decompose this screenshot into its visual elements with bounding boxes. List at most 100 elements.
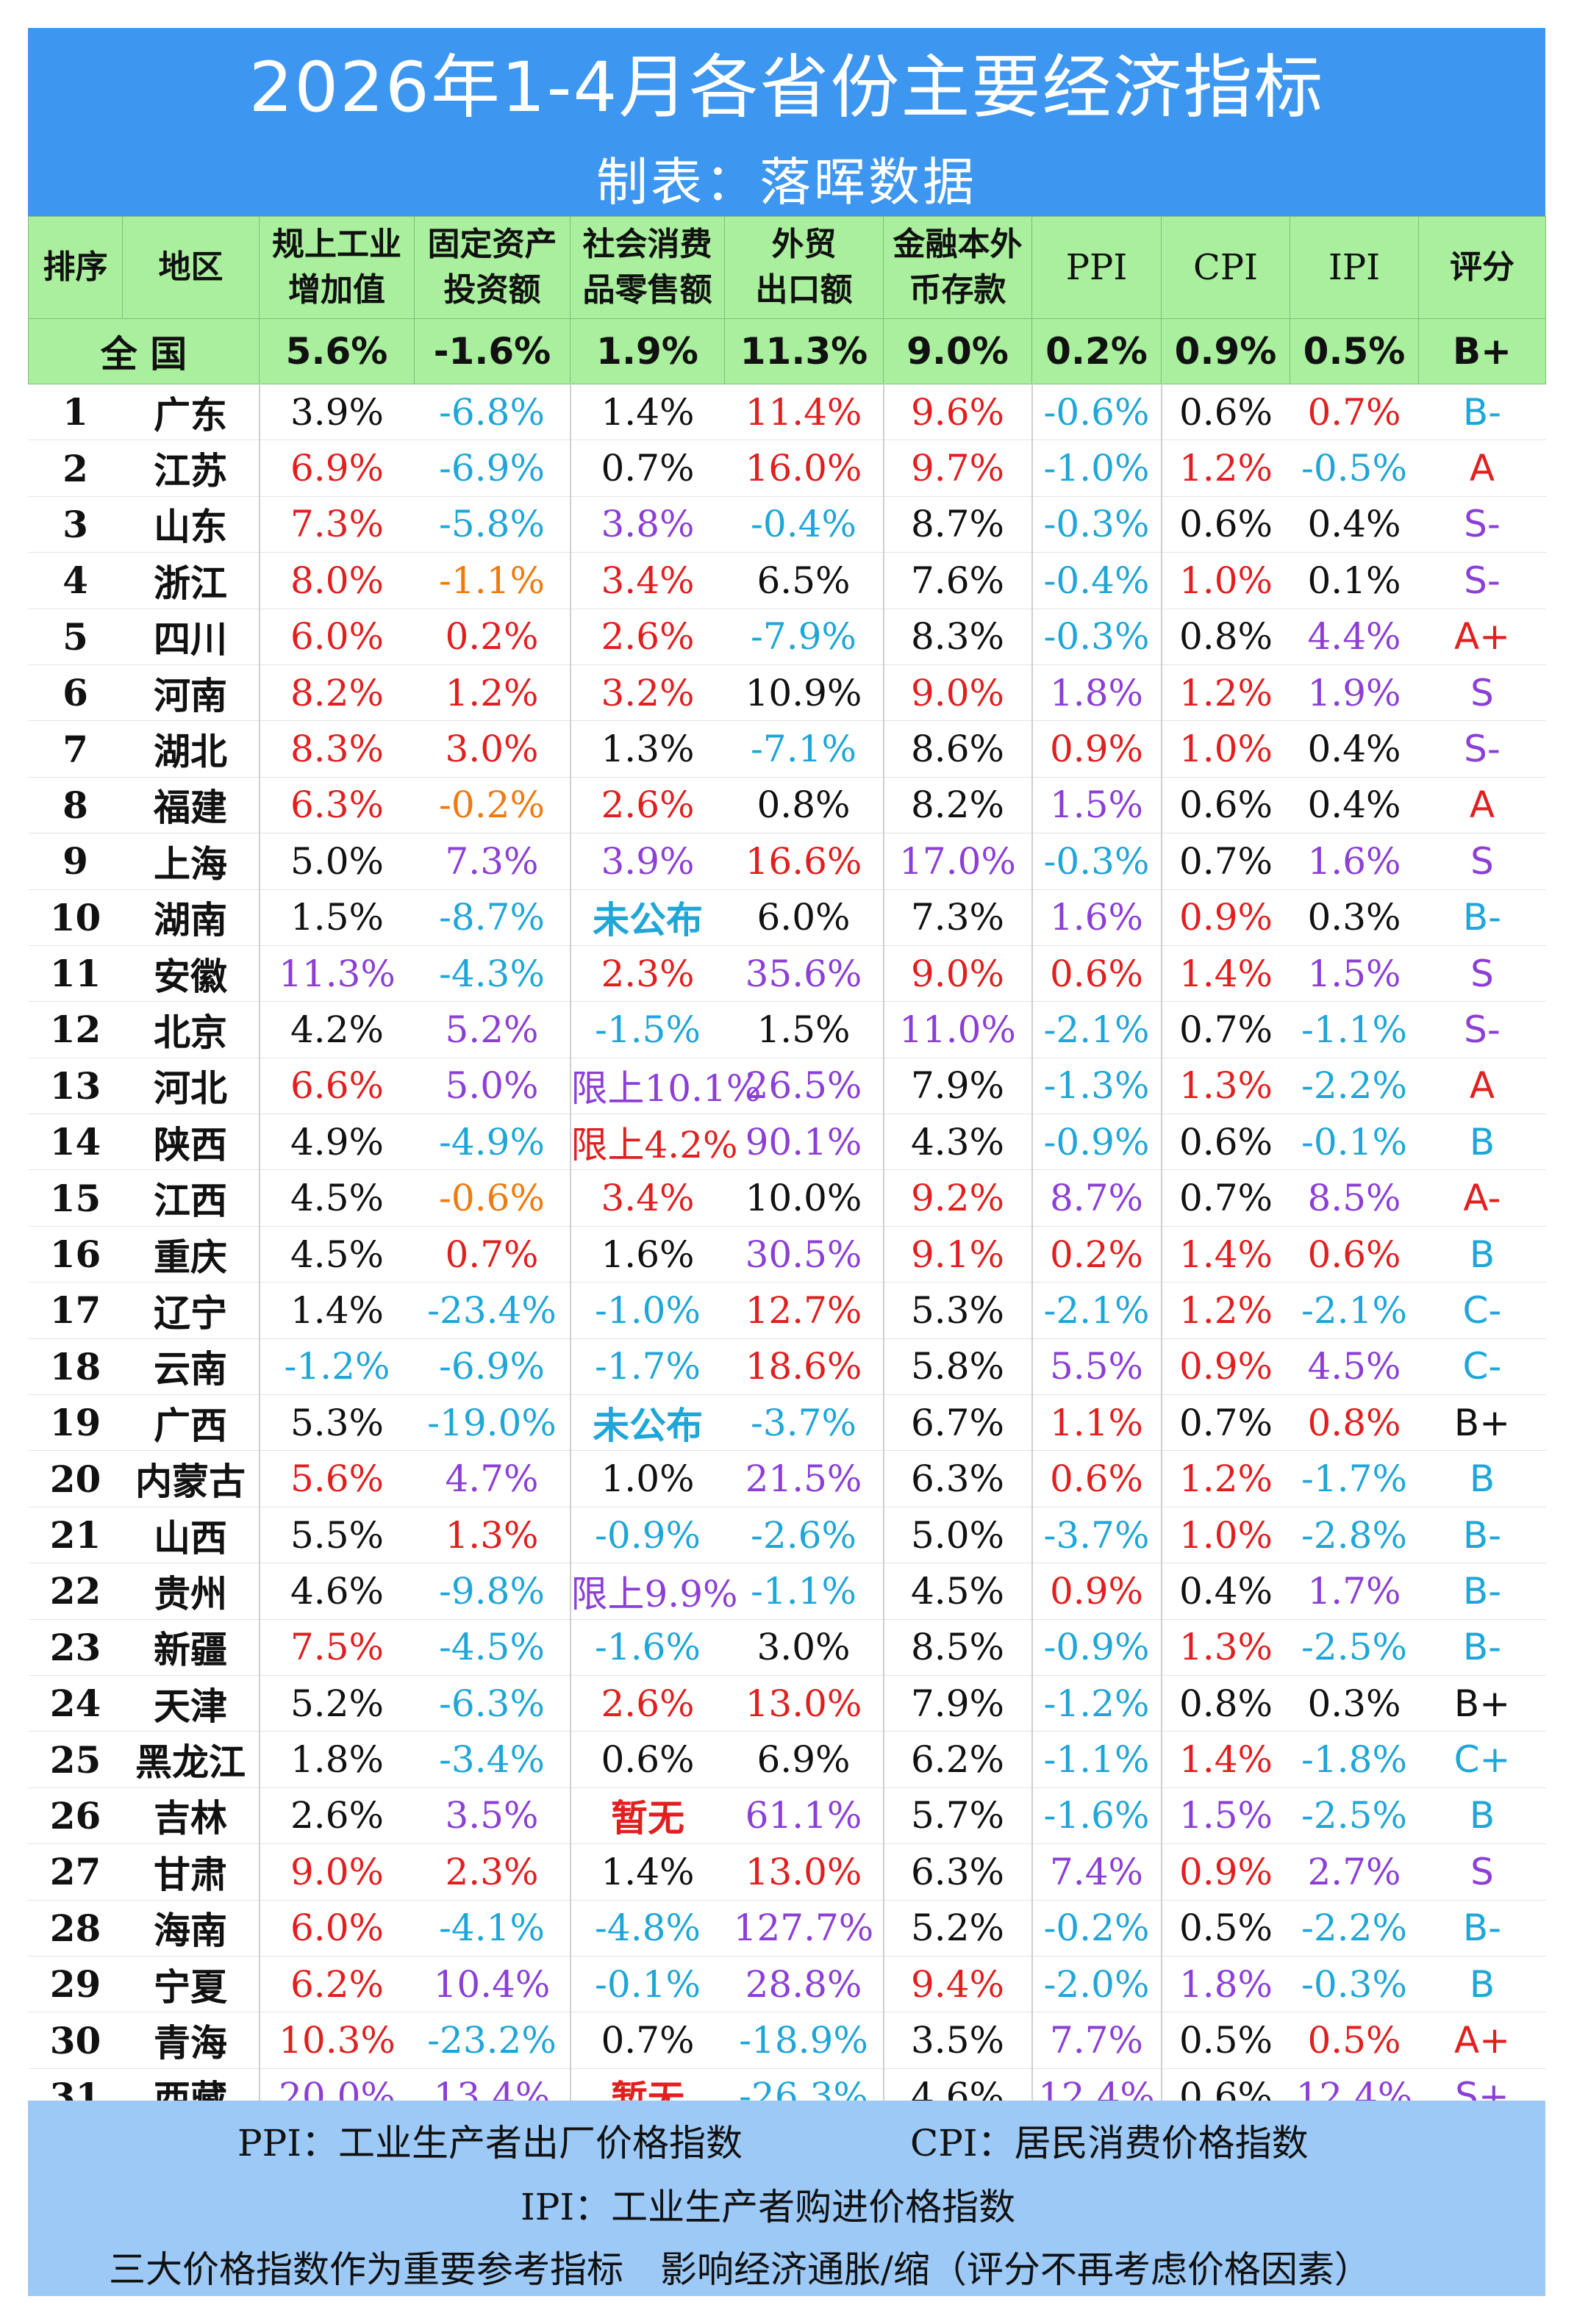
rank-cell: 25 bbox=[28, 1731, 123, 1788]
value-cell: -0.3% bbox=[1290, 1956, 1419, 2013]
value-cell: 0.7% bbox=[414, 1226, 571, 1283]
value-cell: -3.4% bbox=[414, 1731, 571, 1788]
column-header-line: CPI bbox=[1193, 247, 1258, 288]
value-cell: -1.2% bbox=[258, 1338, 415, 1396]
value-cell: 0.8% bbox=[1160, 609, 1290, 665]
value-cell: 1.3% bbox=[1160, 1619, 1290, 1676]
national-row: 全 国 5.6% -1.6% 1.9% 11.3% 9.0% 0.2% 0.9% 0.5% B+ bbox=[28, 318, 1546, 384]
value-cell: 0.9% bbox=[1160, 1843, 1290, 1901]
column-header-line: 品零售额 bbox=[582, 271, 712, 309]
value-cell: 1.5% bbox=[1160, 1787, 1290, 1845]
value-cell: 限上9.9% bbox=[569, 1563, 738, 1620]
value-cell: -6.3% bbox=[414, 1675, 571, 1732]
grade-cell: A+ bbox=[1418, 609, 1546, 665]
value-cell: 0.7% bbox=[569, 440, 725, 497]
rank-cell: 7 bbox=[28, 720, 123, 778]
value-cell: 0.7% bbox=[1160, 1169, 1290, 1227]
region-cell: 宁夏 bbox=[122, 1956, 260, 2013]
table-row: 7 湖北 8.3% 3.0% 1.3% -7.1% 8.6% 0.9% 1.0% 0.4% S- bbox=[28, 720, 1546, 778]
value-cell: 1.4% bbox=[569, 1843, 725, 1901]
column-header-line: 币存款 bbox=[909, 271, 1006, 309]
grade-cell: B bbox=[1418, 1113, 1546, 1171]
value-cell: -2.5% bbox=[1290, 1787, 1419, 1845]
value-cell: 8.6% bbox=[882, 720, 1032, 778]
value-cell: 1.8% bbox=[258, 1731, 415, 1788]
page-title: 2026年1-4月各省份主要经济指标 bbox=[248, 48, 1325, 128]
value-cell: -0.3% bbox=[1031, 496, 1162, 553]
national-cell: 9.0% bbox=[883, 318, 1032, 384]
value-cell: 0.5% bbox=[1160, 1900, 1290, 1957]
value-cell: -1.1% bbox=[1290, 1001, 1419, 1058]
value-cell: 5.5% bbox=[258, 1507, 415, 1564]
value-cell: -0.3% bbox=[1031, 833, 1162, 890]
rank-cell: 26 bbox=[28, 1787, 123, 1845]
table-row: 4 浙江 8.0% -1.1% 3.4% 6.5% 7.6% -0.4% 1.0% 0.1% S- bbox=[28, 552, 1546, 609]
column-header-line: 出口额 bbox=[755, 271, 853, 309]
footer-note: 三大价格指数作为重要参考指标 影响经济通胀/缩（评分不再考虑价格因素） bbox=[109, 2248, 1371, 2291]
grade-cell: B bbox=[1418, 1956, 1546, 2013]
rank-cell: 13 bbox=[28, 1058, 123, 1115]
rank-cell: 6 bbox=[28, 664, 123, 722]
value-cell: -2.2% bbox=[1290, 1900, 1419, 1957]
national-cell: 0.5% bbox=[1290, 318, 1419, 384]
value-cell: -0.6% bbox=[1031, 384, 1162, 441]
value-cell: 1.5% bbox=[1290, 945, 1419, 1003]
column-header: 固定资产 投资额 bbox=[414, 216, 571, 319]
table-row: 11 安徽 11.3% -4.3% 2.3% 35.6% 9.0% 0.6% 1.4% 1.5% S bbox=[28, 945, 1546, 1003]
value-cell: 6.9% bbox=[724, 1731, 884, 1788]
value-cell: 1.6% bbox=[1290, 833, 1419, 890]
value-cell: -0.4% bbox=[724, 496, 884, 553]
footer-ppi-definition: PPI：工业生产者出厂价格指数 bbox=[237, 2122, 743, 2165]
value-cell: 3.0% bbox=[724, 1619, 884, 1676]
value-cell: -0.6% bbox=[414, 1169, 571, 1227]
value-cell: 3.2% bbox=[569, 664, 725, 722]
value-cell: 0.6% bbox=[1290, 1226, 1419, 1283]
value-cell: 13.0% bbox=[724, 1675, 884, 1732]
rank-cell: 12 bbox=[28, 1001, 123, 1058]
value-cell: 4.7% bbox=[414, 1450, 571, 1507]
value-cell: -4.8% bbox=[569, 1900, 725, 1957]
value-cell: 18.6% bbox=[724, 1338, 884, 1396]
footer-cpi-definition: CPI：居民消费价格指数 bbox=[910, 2122, 1309, 2165]
table-body: 1 广东 3.9% -6.8% 1.4% 11.4% 9.6% -0.6% 0.6% 0.7% B-… bbox=[28, 384, 1546, 2126]
value-cell: 0.4% bbox=[1160, 1563, 1290, 1620]
value-cell: 9.2% bbox=[882, 1169, 1032, 1227]
value-cell: 26.5% bbox=[724, 1058, 884, 1115]
value-cell: 5.3% bbox=[882, 1282, 1032, 1339]
value-cell: 1.9% bbox=[1290, 664, 1419, 722]
value-cell: 6.0% bbox=[258, 1900, 415, 1957]
value-cell: 3.4% bbox=[569, 1169, 725, 1227]
value-cell: 6.5% bbox=[724, 552, 884, 609]
value-cell: -1.3% bbox=[1031, 1058, 1162, 1115]
value-cell: 2.6% bbox=[569, 1675, 725, 1732]
value-cell: 2.3% bbox=[414, 1843, 571, 1901]
value-cell: 2.3% bbox=[569, 945, 725, 1003]
value-cell: 30.5% bbox=[724, 1226, 884, 1283]
grade-cell: C+ bbox=[1418, 1731, 1546, 1788]
table-row: 15 江西 4.5% -0.6% 3.4% 10.0% 9.2% 8.7% 0.7% 8.5% A- bbox=[28, 1169, 1546, 1227]
value-cell: 6.7% bbox=[882, 1394, 1032, 1452]
value-cell: 未公布 bbox=[569, 1394, 725, 1452]
table-row: 2 江苏 6.9% -6.9% 0.7% 16.0% 9.7% -1.0% 1.2% -0.5% A bbox=[28, 440, 1546, 497]
value-cell: 1.4% bbox=[258, 1282, 415, 1339]
value-cell: 0.7% bbox=[1290, 384, 1419, 441]
region-cell: 黑龙江 bbox=[122, 1731, 260, 1788]
value-cell: 8.5% bbox=[882, 1619, 1032, 1676]
grade-cell: A+ bbox=[1418, 2012, 1546, 2069]
grade-cell: S bbox=[1418, 833, 1546, 890]
column-header: CPI bbox=[1161, 216, 1290, 319]
value-cell: -0.2% bbox=[1031, 1900, 1162, 1957]
value-cell: -8.7% bbox=[414, 889, 571, 946]
value-cell: -0.9% bbox=[569, 1507, 725, 1564]
value-cell: 10.3% bbox=[258, 2012, 415, 2069]
value-cell: 7.9% bbox=[882, 1675, 1032, 1732]
value-cell: 1.8% bbox=[1160, 1956, 1290, 2013]
value-cell: 3.9% bbox=[258, 384, 415, 441]
value-cell: 0.7% bbox=[1160, 833, 1290, 890]
rank-cell: 17 bbox=[28, 1282, 123, 1339]
table-row: 16 重庆 4.5% 0.7% 1.6% 30.5% 9.1% 0.2% 1.4% 0.6% B bbox=[28, 1226, 1546, 1283]
value-cell: -2.8% bbox=[1290, 1507, 1419, 1564]
value-cell: -4.9% bbox=[414, 1113, 571, 1171]
value-cell: 1.3% bbox=[1160, 1058, 1290, 1115]
rank-cell: 29 bbox=[28, 1956, 123, 2013]
